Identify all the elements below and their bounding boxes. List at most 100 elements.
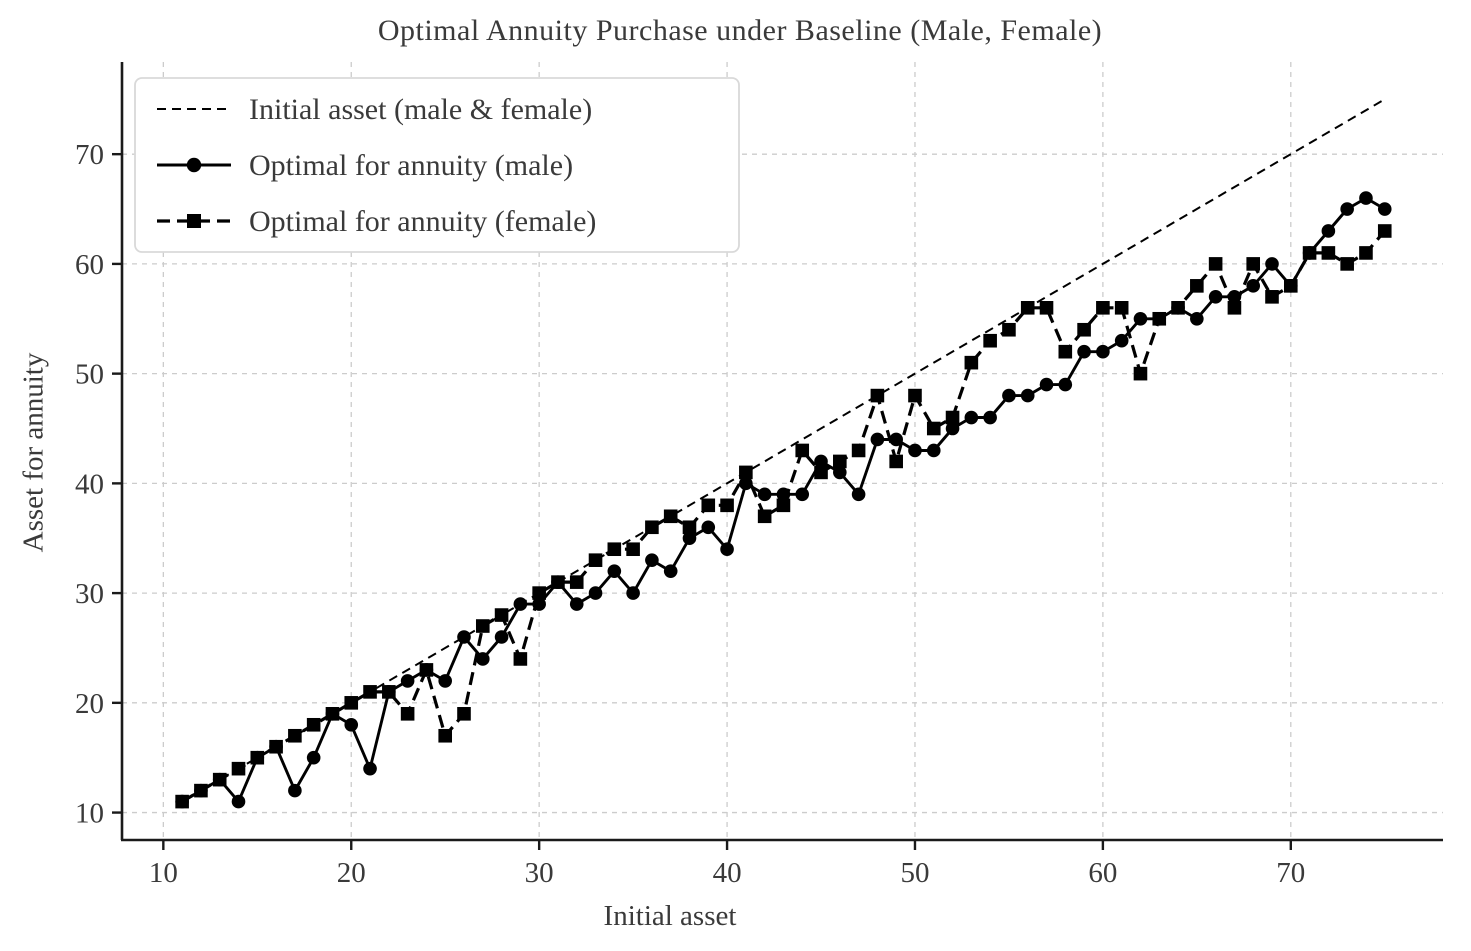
y-tick-label: 30 xyxy=(75,578,104,610)
female-data-point xyxy=(494,608,509,622)
x-axis-label: Initial asset xyxy=(603,900,737,932)
female-data-point xyxy=(1359,246,1373,260)
female-data-point xyxy=(983,333,997,348)
x-tick-label: 40 xyxy=(713,857,742,889)
legend-label: Initial asset (male & female) xyxy=(249,93,592,126)
female-data-point xyxy=(1096,300,1110,315)
female-data-point xyxy=(776,498,791,513)
legend-circle-marker xyxy=(186,157,202,173)
male-data-point xyxy=(663,564,678,578)
male-data-point xyxy=(344,717,359,732)
male-data-point xyxy=(833,465,847,480)
male-data-point xyxy=(1114,333,1129,348)
female-data-point xyxy=(438,728,453,743)
male-data-point xyxy=(588,586,603,600)
female-data-point xyxy=(1340,257,1354,271)
male-data-point xyxy=(1321,224,1336,238)
y-axis-label: Asset for annuity xyxy=(17,352,50,553)
x-tick-label: 50 xyxy=(900,857,929,889)
female-data-point xyxy=(870,388,885,403)
male-data-point xyxy=(795,487,810,502)
female-data-point xyxy=(1152,311,1167,326)
female-data-point xyxy=(288,728,302,743)
female-data-point xyxy=(250,750,265,765)
female-data-point xyxy=(363,685,377,699)
x-tick-label: 20 xyxy=(337,857,366,889)
male-data-point xyxy=(1058,377,1073,392)
legend-square-marker xyxy=(187,214,201,228)
male-data-point xyxy=(569,597,584,611)
legend-label: Optimal for annuity (male) xyxy=(249,149,573,182)
male-data-point xyxy=(1133,311,1148,326)
x-tick-label: 30 xyxy=(525,857,554,889)
y-tick-label: 70 xyxy=(75,139,104,171)
male-data-point xyxy=(851,487,866,502)
female-data-point xyxy=(1321,246,1336,260)
female-data-point xyxy=(419,663,434,677)
female-data-point xyxy=(231,761,246,776)
male-data-point xyxy=(288,783,302,798)
female-data-point xyxy=(1302,246,1317,260)
female-data-point xyxy=(457,707,471,721)
legend-box xyxy=(134,77,740,253)
female-data-point xyxy=(926,421,941,436)
female-data-point xyxy=(720,498,734,513)
female-data-point xyxy=(325,707,340,721)
female-data-point xyxy=(212,772,227,787)
female-data-point xyxy=(945,410,960,425)
male-data-point xyxy=(1096,344,1110,359)
female-data-point xyxy=(175,794,189,809)
female-data-point xyxy=(475,619,490,633)
female-data-point xyxy=(1114,300,1129,315)
female-data-point xyxy=(1265,290,1279,304)
male-data-point xyxy=(720,542,734,557)
male-data-point xyxy=(231,794,246,809)
female-data-point xyxy=(1208,257,1223,271)
male-data-point xyxy=(1077,344,1091,359)
female-data-point xyxy=(908,388,922,403)
female-data-point xyxy=(626,542,640,557)
male-data-point xyxy=(1340,202,1354,216)
male-data-point xyxy=(494,630,509,644)
male-data-point xyxy=(1039,377,1054,392)
female-data-point xyxy=(551,575,565,589)
x-tick-label: 60 xyxy=(1088,857,1117,889)
male-data-point xyxy=(814,454,828,469)
female-data-point xyxy=(1246,257,1261,271)
male-data-point xyxy=(908,443,922,458)
y-tick-label: 40 xyxy=(75,468,104,500)
female-data-point xyxy=(513,652,528,666)
male-data-point xyxy=(607,564,622,578)
female-data-point xyxy=(400,707,415,721)
female-data-point xyxy=(1020,300,1035,315)
male-data-point xyxy=(645,553,659,567)
female-data-point xyxy=(1058,344,1073,359)
female-data-point xyxy=(795,443,810,458)
female-data-point xyxy=(1002,322,1016,337)
female-data-point xyxy=(1133,366,1148,381)
male-data-point xyxy=(739,476,753,491)
female-data-point xyxy=(851,443,866,458)
male-data-point xyxy=(926,443,941,458)
x-tick-label: 10 xyxy=(149,857,178,889)
male-data-point xyxy=(889,432,903,447)
male-data-point xyxy=(983,410,997,425)
female-data-point xyxy=(682,520,697,535)
reference-line xyxy=(181,98,1386,803)
male-data-point xyxy=(438,674,453,688)
female-data-point xyxy=(382,685,396,699)
y-tick-label: 60 xyxy=(75,249,104,281)
female-data-point xyxy=(344,696,359,710)
legend-label: Optimal for annuity (female) xyxy=(249,205,596,238)
female-data-point xyxy=(569,575,584,589)
female-data-point xyxy=(1227,300,1242,315)
female-data-point xyxy=(1377,224,1392,238)
male-data-point xyxy=(1190,311,1204,326)
female-data-point xyxy=(889,454,903,469)
female-series-line xyxy=(181,229,1386,803)
male-data-point xyxy=(701,520,716,535)
female-data-point xyxy=(663,509,678,524)
y-tick-label: 50 xyxy=(75,359,104,391)
male-data-point xyxy=(870,432,885,447)
